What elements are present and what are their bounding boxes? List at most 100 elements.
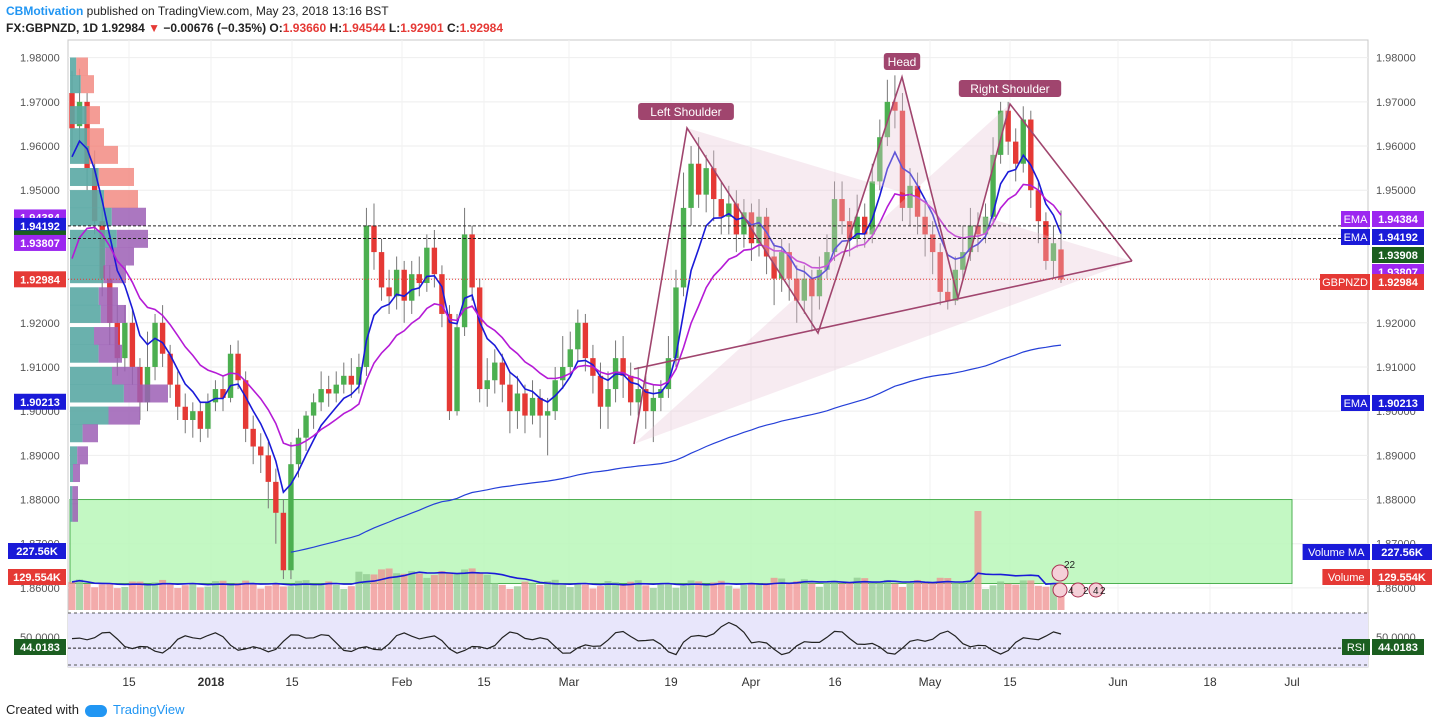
left-price-tag [14, 234, 66, 251]
volume-bar [121, 586, 129, 610]
right-volume-name-tag [1302, 544, 1370, 560]
volume-bar [627, 581, 635, 610]
volume-bar [355, 571, 363, 610]
volume-bar [883, 579, 891, 610]
candle-body [469, 234, 475, 288]
volume-bar [551, 579, 559, 610]
y-tick-label-left: 1.96000 [20, 141, 60, 153]
volume-bar [989, 585, 997, 610]
candle-body [190, 411, 196, 420]
y-tick-label-left: 1.91000 [20, 362, 60, 374]
candle-body [461, 234, 468, 328]
volume-bar [974, 511, 982, 610]
volume-profile-bar [70, 287, 99, 306]
volume-profile-bar [108, 406, 140, 425]
right-rsi-tag [1372, 639, 1424, 655]
left-price-tag [14, 393, 66, 410]
volume-profile-bar [70, 384, 124, 403]
author-link[interactable]: CBMotivation [6, 4, 84, 18]
candle-body [673, 287, 679, 359]
last-price: 1.92984 [101, 21, 145, 35]
volume-bar [898, 586, 906, 610]
volume-bar [868, 582, 876, 610]
candle-body [174, 384, 181, 407]
x-tick-label: Feb [392, 675, 413, 689]
volume-bar [982, 589, 990, 610]
right-volume-text: 129.554K [1378, 572, 1426, 584]
candle-body [1028, 119, 1034, 191]
volume-profile-bar [70, 304, 101, 323]
ema-mid-line [71, 183, 1062, 447]
right-price-text: 1.90213 [1378, 398, 1418, 410]
pattern-outline [633, 74, 1133, 445]
candle-body [892, 101, 898, 111]
volume-bar [461, 569, 469, 610]
volume-bar [83, 584, 91, 610]
flag-icon [1088, 582, 1104, 598]
right-price-tag [1372, 211, 1424, 227]
candle-body [658, 389, 664, 398]
candle-body [718, 199, 724, 217]
y-tick-label-left: 1.89000 [20, 450, 60, 462]
volume-bar [445, 573, 453, 610]
volume-bar [695, 581, 703, 610]
x-tick-label: 2018 [198, 675, 225, 689]
volume-bar [498, 584, 506, 610]
right-price-tag [1372, 274, 1424, 290]
candle-body [303, 415, 309, 438]
volume-bar [317, 584, 325, 610]
volume-profile-bar [70, 503, 73, 522]
volume-profile-bar [98, 344, 122, 363]
candle-body [975, 225, 981, 235]
candle-body [476, 287, 483, 390]
candle-body [522, 393, 528, 416]
right-price-text: 1.94192 [1378, 232, 1418, 244]
volume-bar [181, 585, 189, 610]
candle-body [582, 322, 589, 359]
volume-bar [159, 579, 167, 610]
volume-bar [853, 577, 861, 610]
volume-bar [521, 581, 529, 610]
left-rsi-tag [14, 639, 66, 655]
volume-bar [196, 587, 204, 610]
tradingview-logo-icon [84, 704, 107, 717]
y-tick-label-left: 1.98000 [20, 53, 60, 65]
left-volume-text: 227.56K [16, 546, 58, 558]
volume-profile-bar [70, 486, 73, 505]
y-tick-label-left: 1.88000 [20, 495, 60, 507]
right-volume-name-tag [1322, 569, 1370, 585]
left-volume-tag [8, 569, 66, 585]
volume-profile-bar [70, 167, 99, 186]
volume-bar [438, 571, 446, 610]
volume-bar [325, 581, 333, 610]
volume-profile-bar [111, 207, 146, 226]
candle-body [544, 411, 551, 416]
candle-body [416, 274, 422, 284]
right-rsi-name-text: RSI [1347, 642, 1365, 654]
candle-body [763, 216, 770, 257]
created-with-text: Created with [6, 702, 79, 717]
y-tick-label-left: 1.92000 [20, 318, 60, 330]
volume-bar [921, 582, 929, 610]
volume-bar [1057, 585, 1065, 610]
open-label: O: [269, 21, 283, 35]
volume-bar [951, 583, 959, 610]
volume-bar [347, 586, 355, 610]
right-price-text: 1.94384 [1378, 214, 1419, 226]
volume-profile-bar [103, 265, 126, 284]
right-name-tag [1341, 395, 1370, 411]
candle-body [258, 446, 264, 456]
volume-profile-bar [70, 344, 99, 363]
volume-profile-bar [70, 128, 87, 147]
event-icons: 224 2 4 2 [1051, 560, 1106, 598]
open-value: 1.93660 [282, 21, 327, 35]
candle-body [325, 389, 332, 394]
right-volume-name-text: Volume [1328, 572, 1365, 584]
rsi-background [68, 613, 1368, 667]
high-label: H: [329, 21, 343, 35]
volume-bar [574, 583, 582, 610]
tradingview-link[interactable]: TradingView [112, 702, 185, 717]
volume-bar [717, 580, 725, 610]
left-volume-text: 129.554K [13, 572, 61, 584]
